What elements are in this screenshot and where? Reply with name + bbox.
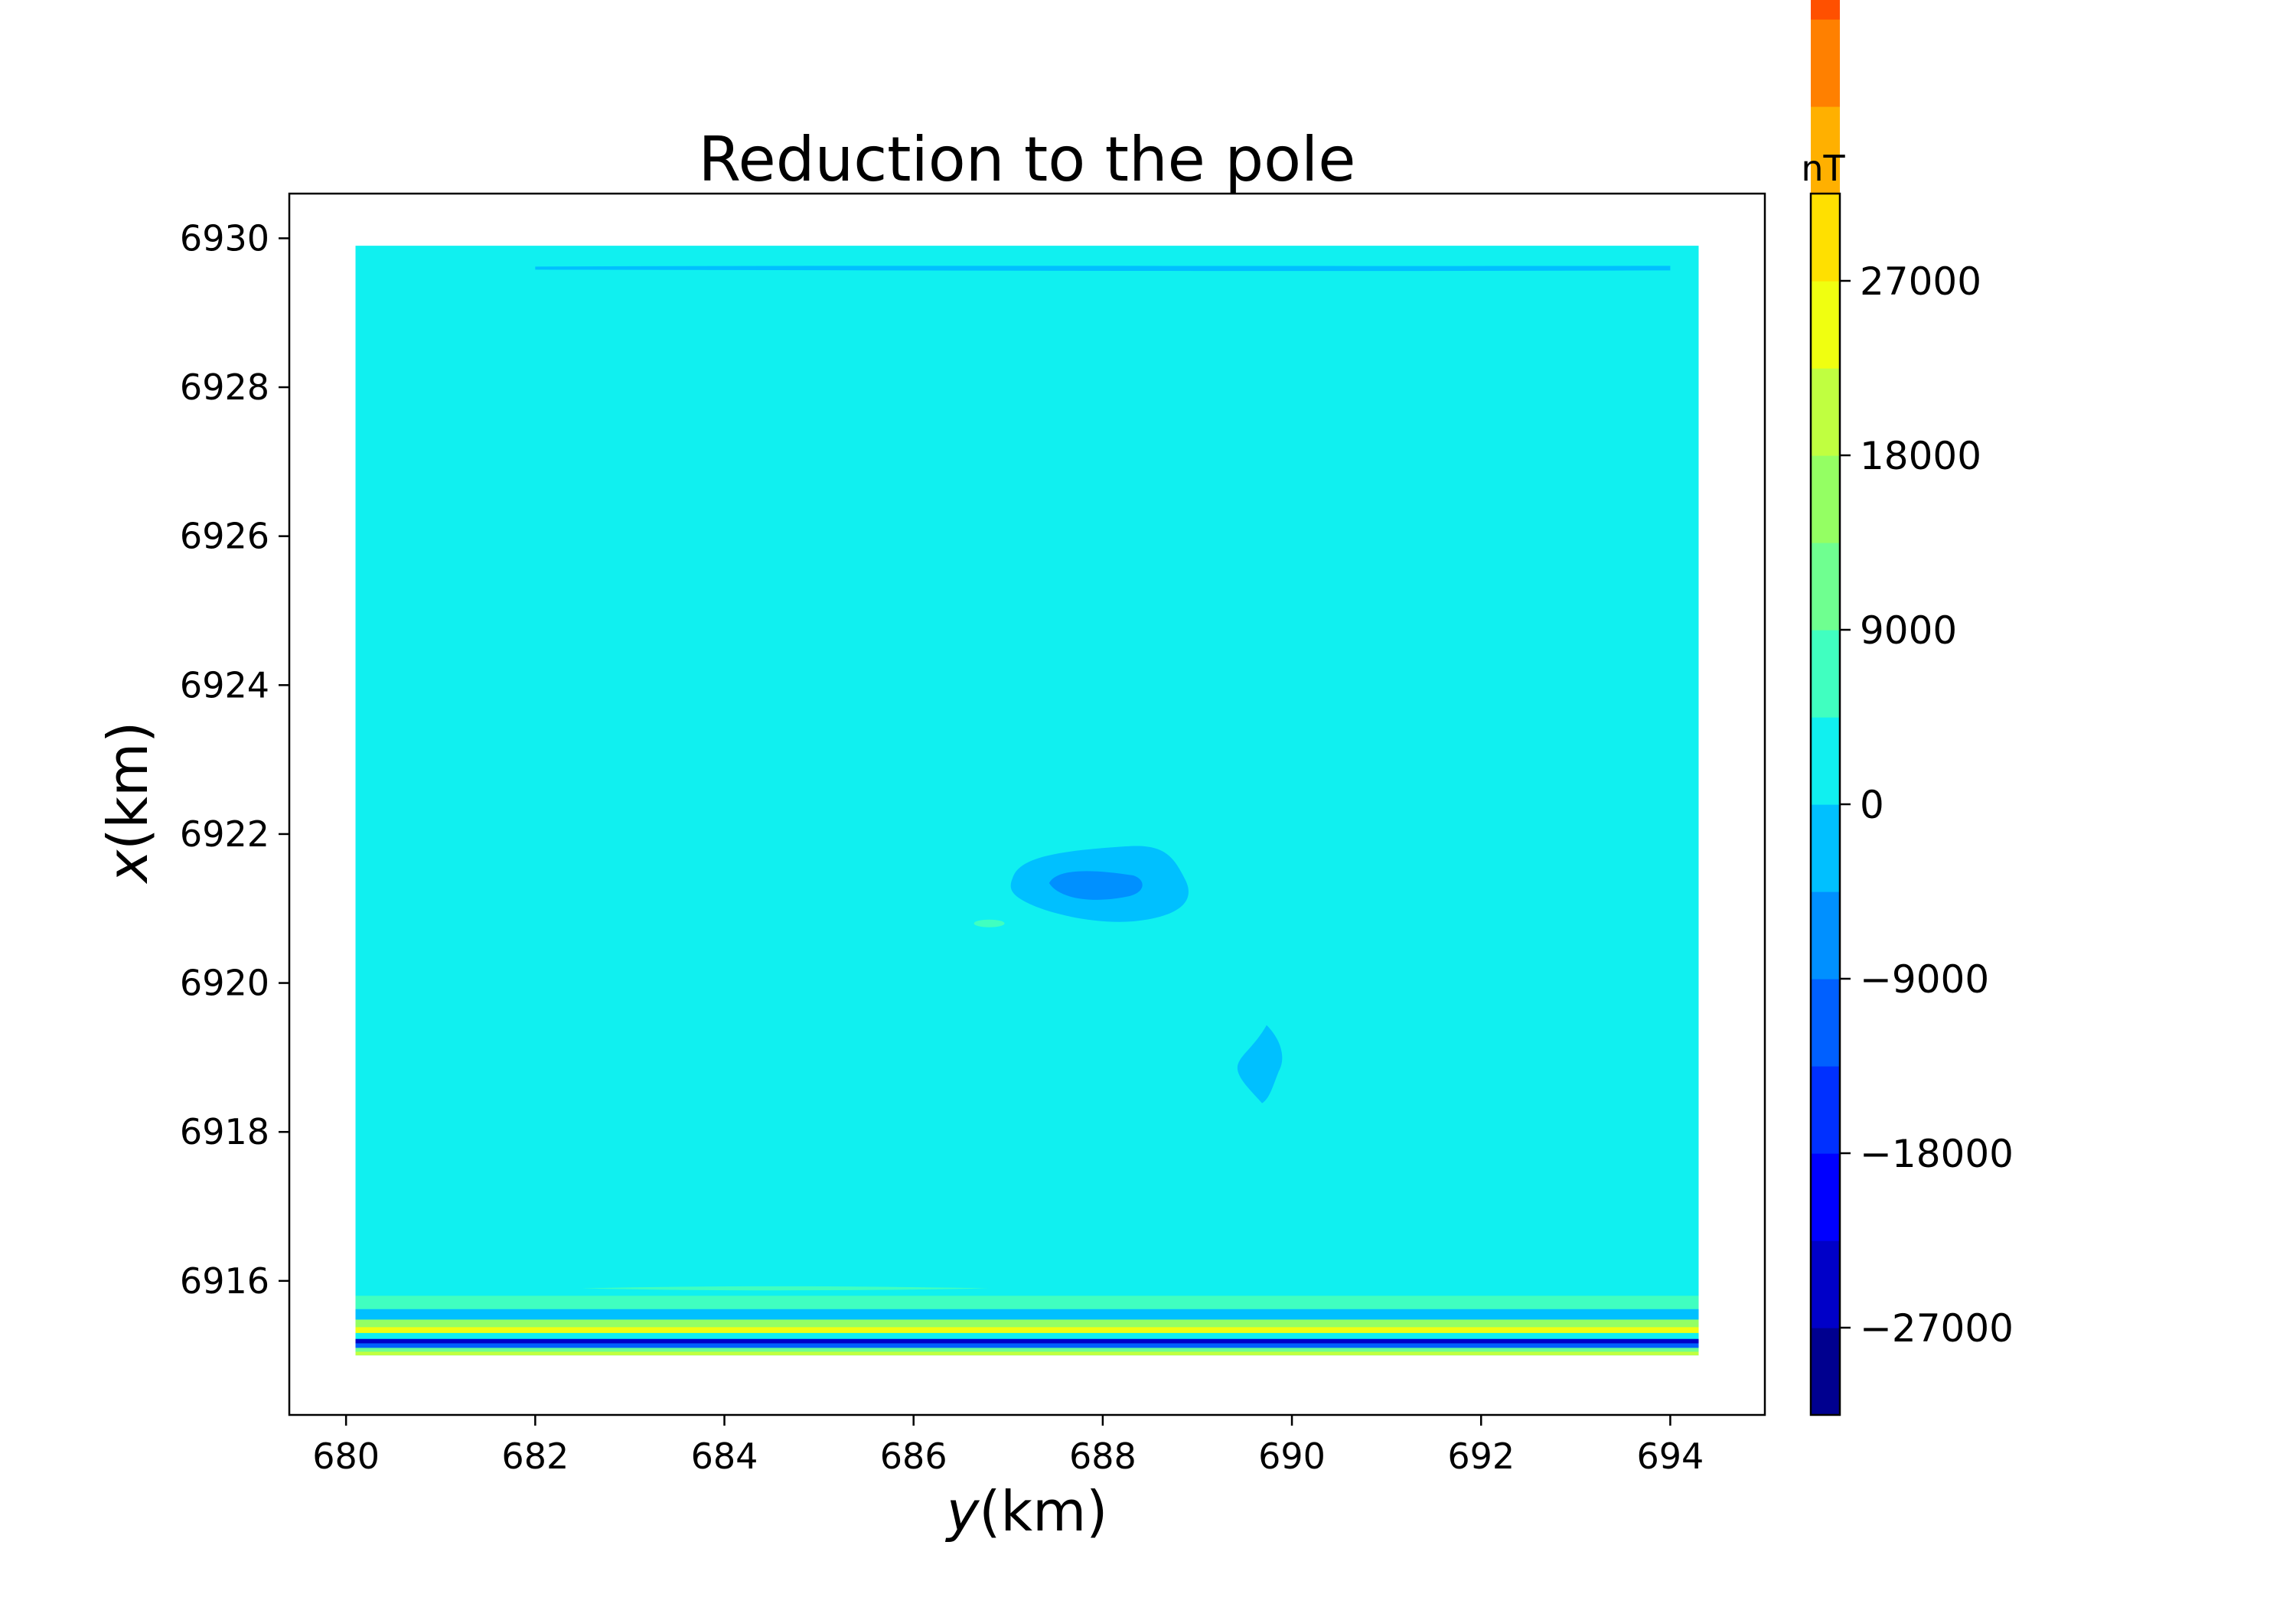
colorbar-segment	[1811, 630, 1840, 718]
south-edge-band-1	[355, 1309, 1699, 1320]
colorbar-tick-label: −9000	[1860, 957, 1989, 1002]
plot-frame	[288, 192, 1766, 1416]
y-tick-label: 6916	[180, 1260, 269, 1302]
axes: 680 682 684 686 688 690 692 694 6916 6918 6920 6922…	[180, 192, 1766, 1477]
x-axis-title: y(km)	[945, 1479, 1108, 1543]
y-tick-label: 6918	[180, 1111, 269, 1152]
colorbar-segment	[1811, 1328, 1840, 1416]
colorbar-segment	[1811, 281, 1840, 369]
anomaly-secondary	[1237, 1025, 1283, 1103]
x-tick-label: 688	[1069, 1436, 1137, 1477]
colorbar-segment	[1811, 804, 1840, 892]
x-tick-label: 684	[691, 1436, 758, 1477]
x-tick-label: 682	[501, 1436, 569, 1477]
south-edge-band-4	[355, 1332, 1699, 1339]
y-tick-label: 6928	[180, 367, 269, 408]
colorbar-tick-label: 18000	[1860, 434, 1981, 478]
colorbar-segment	[1811, 892, 1840, 980]
colorbar-tick-label: 0	[1860, 783, 1884, 827]
south-edge-band-5	[355, 1338, 1699, 1344]
x-tick-label: 694	[1637, 1436, 1704, 1477]
colorbar-segment	[1811, 368, 1840, 456]
contour-background	[355, 246, 1699, 1356]
colorbar-segment	[1811, 455, 1840, 543]
colorbar-segment	[1811, 106, 1840, 194]
colorbar-segment	[1811, 979, 1840, 1067]
south-edge-band-8	[355, 1351, 1699, 1356]
colorbar-tick-label: −18000	[1860, 1132, 2014, 1176]
y-tick-label: 6924	[180, 664, 269, 706]
colorbar-segment	[1811, 717, 1840, 805]
colorbar-segment	[1811, 194, 1840, 282]
southern-streak	[582, 1286, 990, 1291]
y-axis-symbol: x	[96, 849, 160, 884]
x-tick-label: 690	[1258, 1436, 1326, 1477]
y-axis-unit: (km)	[96, 722, 160, 850]
x-axis-symbol: y	[945, 1479, 980, 1543]
y-tick-label: 6930	[180, 217, 269, 259]
x-tick-label: 692	[1447, 1436, 1515, 1477]
colorbar-tick-label: 9000	[1860, 608, 1957, 653]
anomaly-central-core	[1049, 871, 1143, 900]
south-edge-band-0	[355, 1296, 1699, 1309]
south-edge-band-6	[355, 1343, 1699, 1348]
y-tick-label: 6922	[180, 813, 269, 855]
y-axis-title: x(km)	[96, 722, 160, 885]
colorbar-segment	[1811, 19, 1840, 107]
colorbar: 27000 18000 9000 0 −9000 −18000 −27000	[1809, 0, 2014, 1416]
x-tick-label: 686	[880, 1436, 947, 1477]
positive-patch	[974, 919, 1005, 927]
colorbar-tick-label: −27000	[1860, 1306, 2014, 1351]
contour-field	[355, 246, 1699, 1356]
colorbar-segment	[1811, 1153, 1840, 1241]
south-edge-band-2	[355, 1319, 1699, 1328]
colorbar-segment	[1811, 1066, 1840, 1154]
chart-title: Reduction to the pole	[699, 124, 1356, 195]
south-edge-band-7	[355, 1348, 1699, 1352]
colorbar-unit: nT	[1801, 148, 1845, 189]
colorbar-segment	[1811, 1240, 1840, 1328]
x-axis-unit: (km)	[979, 1479, 1107, 1543]
north-edge-band	[535, 266, 1671, 272]
colorbar-segment	[1811, 0, 1840, 20]
y-tick-label: 6926	[180, 516, 269, 557]
x-tick-label: 680	[312, 1436, 380, 1477]
colorbar-tick-label: 27000	[1860, 259, 1981, 304]
south-edge-band-3	[355, 1327, 1699, 1333]
y-tick-label: 6920	[180, 963, 269, 1004]
colorbar-segment	[1811, 543, 1840, 631]
